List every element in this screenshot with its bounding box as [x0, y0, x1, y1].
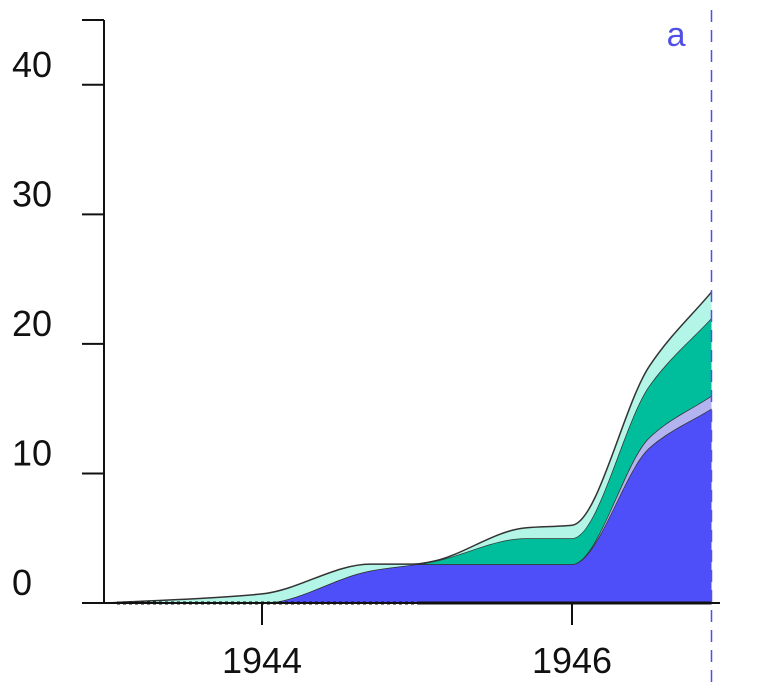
- x-tick-label: 1944: [222, 640, 302, 681]
- y-tick-label: 20: [12, 303, 52, 344]
- annotation-group: a: [667, 10, 713, 687]
- axes-group: 0 10 20 30 40 1944 1946: [12, 19, 720, 681]
- y-tick-label: 0: [12, 562, 32, 603]
- x-tick-label: 1946: [532, 640, 612, 681]
- annotation-label: a: [667, 16, 686, 54]
- y-tick-label: 10: [12, 432, 52, 473]
- area-outline-3: [106, 291, 713, 604]
- y-tick-label: 30: [12, 173, 52, 214]
- area-series-group: [106, 291, 713, 604]
- area-series-0: [107, 408, 712, 603]
- y-tick-label: 40: [12, 44, 52, 85]
